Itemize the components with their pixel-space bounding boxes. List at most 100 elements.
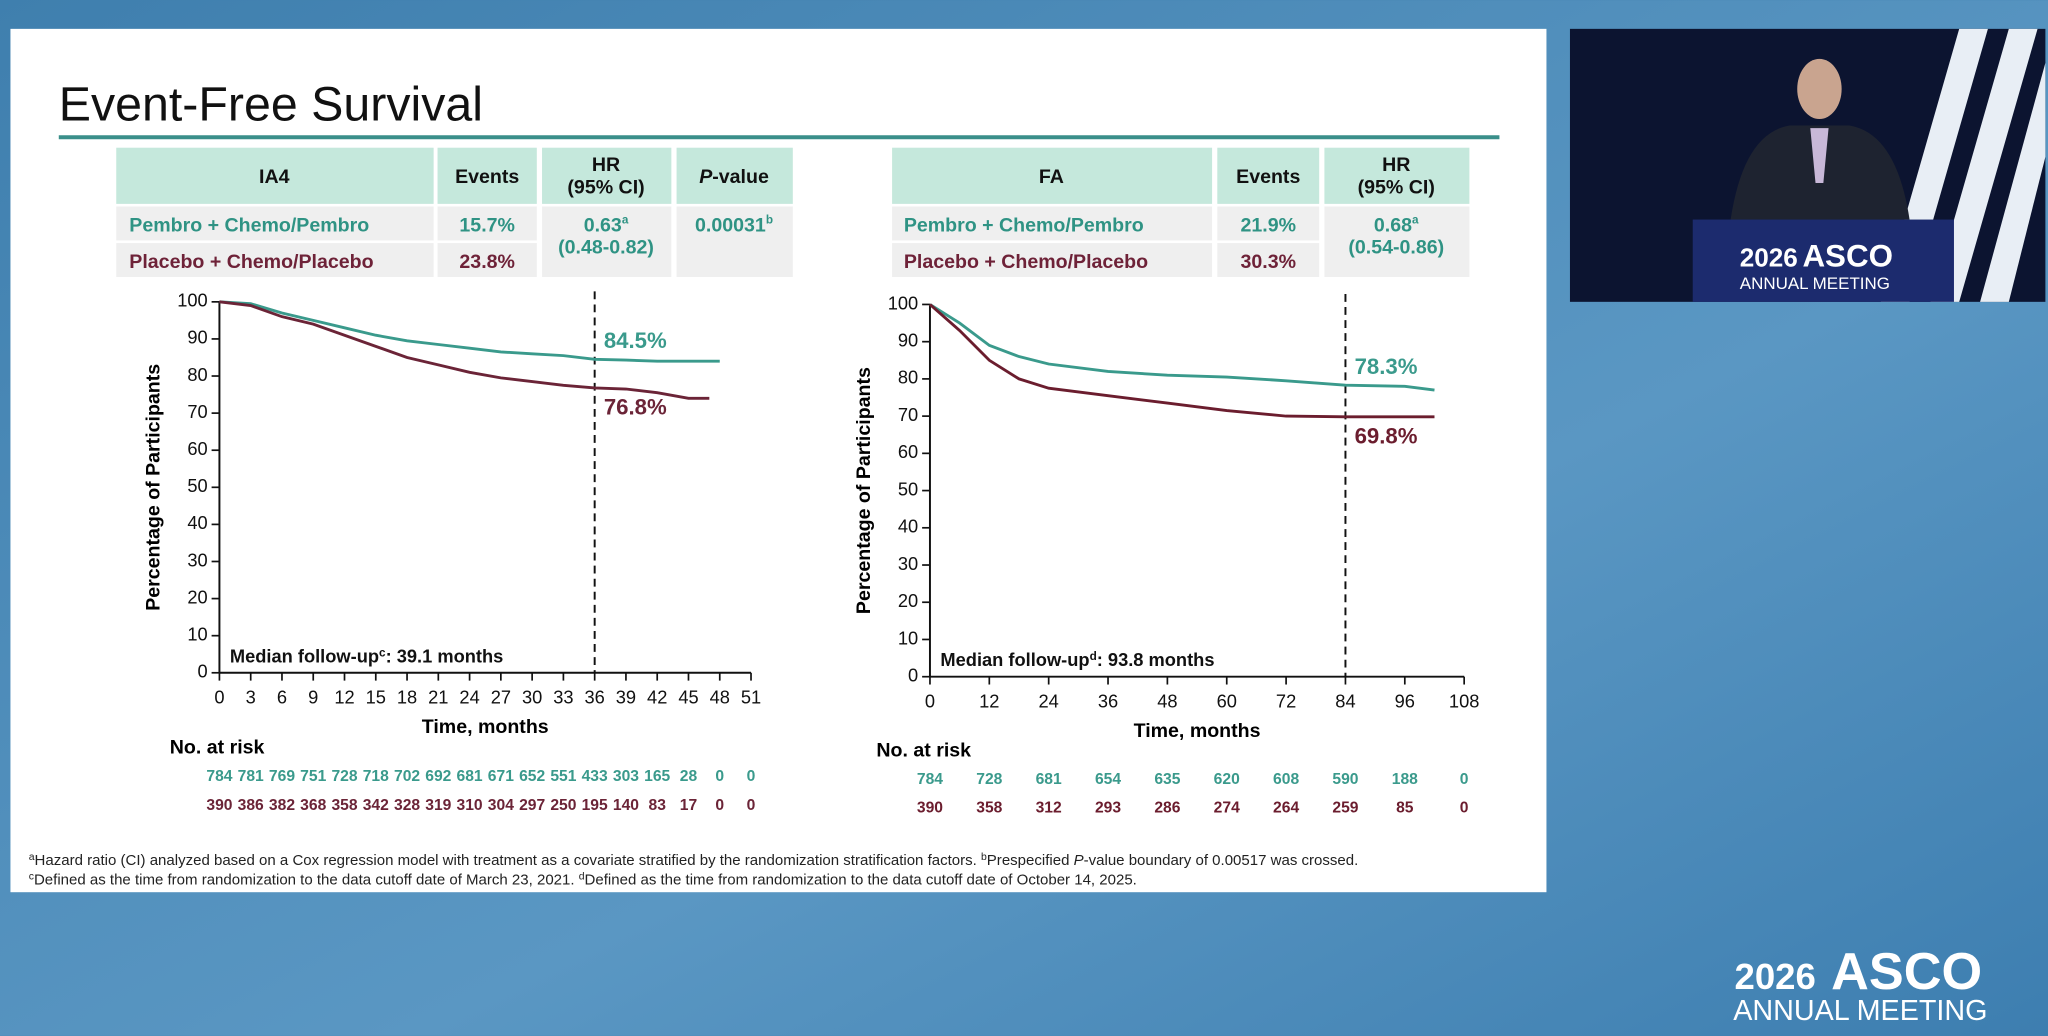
at-risk-count: 0	[715, 768, 724, 785]
at-risk-count: 681	[457, 768, 483, 785]
header-cell	[1324, 147, 1470, 204]
footnote-part: c	[29, 871, 34, 882]
at-risk-count: 0	[715, 797, 724, 814]
footnote-part: b	[981, 851, 987, 862]
y-tick-label: 60	[187, 438, 207, 459]
at-risk-count: 85	[1396, 800, 1414, 817]
cell	[1217, 206, 1320, 241]
x-tick-label: 0	[925, 691, 935, 712]
footnote-part: Prespecified	[987, 852, 1074, 869]
cell	[542, 206, 672, 278]
x-tick-label: 51	[741, 687, 761, 708]
y-tick-label: 100	[888, 292, 918, 313]
table-fa: FA Events HR (95% CI) Pembro + Chemo/Pem…	[892, 147, 1470, 278]
landmark-label: 69.8%	[1355, 424, 1418, 449]
x-tick-label: 24	[459, 687, 479, 708]
at-risk-count: 259	[1332, 800, 1358, 817]
x-tick-label: 9	[308, 687, 318, 708]
y-axis-label: Percentage of Participants	[853, 367, 875, 614]
speaker-tie	[1810, 128, 1829, 183]
at-risk-count: 620	[1214, 771, 1240, 788]
y-tick-label: 40	[898, 516, 918, 537]
y-tick-label: 20	[187, 586, 207, 607]
x-tick-label: 33	[553, 687, 573, 708]
x-tick-label: 108	[1449, 691, 1479, 712]
y-tick-label: 0	[908, 665, 918, 686]
at-risk-count: 0	[747, 797, 756, 814]
table-ia4: IA4 Events HR (95% CI) P-value Pembro + …	[116, 147, 793, 278]
at-risk-count: 195	[582, 797, 608, 814]
cell	[676, 206, 793, 278]
at-risk-count: 692	[425, 768, 451, 785]
footnote-part: a	[29, 851, 35, 862]
y-tick-label: 50	[187, 475, 207, 496]
at-risk-count: 718	[363, 768, 389, 785]
cell	[1324, 206, 1470, 278]
footnote-part: Hazard ratio (CI) analyzed based on a Co…	[35, 852, 981, 869]
header: HR	[1382, 154, 1410, 176]
at-risk-count: 328	[394, 797, 420, 814]
stripe	[1930, 28, 2038, 302]
x-axis-label: Time, months	[422, 716, 549, 738]
x-tick-label: 24	[1039, 691, 1059, 712]
y-tick-label: 50	[898, 478, 918, 499]
events: 21.9%	[1240, 214, 1296, 236]
at-risk-count: 293	[1095, 800, 1121, 817]
footnote-part: d	[579, 871, 585, 882]
at-risk-count: 310	[457, 797, 483, 814]
x-tick-label: 12	[334, 687, 354, 708]
y-tick-label: 70	[898, 404, 918, 425]
x-axis-label: Time, months	[1134, 720, 1261, 742]
y-tick-label: 80	[898, 367, 918, 388]
footnote: aHazard ratio (CI) analyzed based on a C…	[29, 851, 1359, 869]
y-tick-label: 30	[187, 549, 207, 570]
landmark-label: 84.5%	[604, 328, 667, 353]
ci: (0.54-0.86)	[1348, 237, 1444, 259]
x-tick-label: 48	[1157, 691, 1177, 712]
arm: Pembro + Chemo/Pembro	[129, 214, 369, 236]
arm: Placebo + Chemo/Placebo	[904, 251, 1148, 273]
header-cell	[676, 147, 793, 204]
follow-up-note: Median follow-upc: 39.1 months	[230, 645, 503, 666]
km-chart: 0 10 20 30 40 50 60 70 80 90 100 0 12 24 36 48 60 72 84 96 1…	[853, 292, 1480, 816]
at-risk-count: 608	[1273, 771, 1299, 788]
survival-curve	[219, 300, 710, 400]
header: IA4	[259, 166, 290, 188]
footnote-part: -value boundary of 0.00517 was crossed.	[1084, 852, 1359, 869]
at-risk-count: 652	[519, 768, 545, 785]
x-tick-label: 27	[491, 687, 511, 708]
cell	[116, 243, 434, 278]
ci: (0.48-0.82)	[558, 237, 654, 259]
hr: 0.68a	[1374, 213, 1419, 236]
at-risk-count: 264	[1273, 800, 1299, 817]
note-text: Median follow-up	[230, 645, 379, 666]
follow-up-note: Median follow-upd: 93.8 months	[940, 649, 1214, 670]
x-tick-label: 48	[710, 687, 730, 708]
at-risk-count: 654	[1095, 771, 1121, 788]
speaker-head	[1797, 58, 1842, 119]
x-tick-label: 21	[428, 687, 448, 708]
at-risk-count: 433	[582, 768, 608, 785]
cell	[892, 206, 1213, 241]
x-tick-label: 84	[1335, 691, 1355, 712]
header-cell	[116, 147, 434, 204]
x-tick-label: 12	[979, 691, 999, 712]
y-tick-label: 30	[898, 553, 918, 574]
at-risk-count: 769	[269, 768, 295, 785]
y-tick-label: 10	[187, 624, 207, 645]
at-risk-count: 342	[363, 797, 389, 814]
at-risk-count: 286	[1154, 800, 1180, 817]
events: 30.3%	[1240, 251, 1296, 273]
header-cell	[437, 147, 537, 204]
logo-year: 2026	[1735, 956, 1816, 997]
cell	[116, 206, 434, 241]
x-tick-label: 15	[366, 687, 386, 708]
y-tick-label: 10	[898, 627, 918, 648]
slide-title: Event-Free Survival	[59, 77, 483, 131]
y-tick-label: 0	[198, 661, 208, 682]
at-risk-count: 140	[613, 797, 639, 814]
at-risk-count: 312	[1036, 800, 1062, 817]
header: FA	[1039, 166, 1064, 188]
x-tick-label: 42	[647, 687, 667, 708]
at-risk-count: 382	[269, 797, 295, 814]
